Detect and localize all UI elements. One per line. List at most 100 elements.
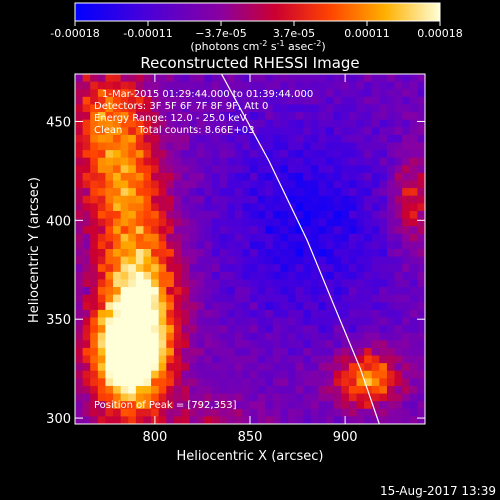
heatmap-cell <box>173 165 182 174</box>
heatmap-cell <box>143 81 152 90</box>
heatmap-cell <box>295 150 304 159</box>
heatmap-cell <box>250 203 259 212</box>
heatmap-cell <box>105 127 114 136</box>
heatmap-cell <box>173 340 182 349</box>
heatmap-cell <box>303 180 312 189</box>
heatmap-cell <box>379 104 388 113</box>
heatmap-cell <box>227 89 236 98</box>
heatmap-cell <box>242 264 251 273</box>
heatmap-cell <box>75 401 84 410</box>
heatmap-cell <box>75 96 84 105</box>
heatmap-cell <box>158 218 167 227</box>
heatmap-cell <box>386 74 395 83</box>
heatmap-cell <box>386 165 395 174</box>
heatmap-cell <box>272 218 281 227</box>
heatmap-cell <box>113 89 122 98</box>
heatmap-cell <box>280 378 289 387</box>
heatmap-cell <box>143 119 152 128</box>
heatmap-cell <box>227 119 236 128</box>
heatmap-cell <box>97 142 106 151</box>
heatmap-cell <box>75 150 84 159</box>
heatmap-cell <box>97 325 106 334</box>
heatmap-cell <box>173 256 182 265</box>
heatmap-cell <box>272 401 281 410</box>
heatmap-cell <box>135 180 144 189</box>
heatmap-cell <box>143 89 152 98</box>
heatmap-cell <box>326 385 335 394</box>
heatmap-cell <box>173 370 182 379</box>
heatmap-cell <box>333 142 342 151</box>
heatmap-cell <box>113 309 122 318</box>
heatmap-cell <box>242 172 251 181</box>
heatmap-cell <box>90 287 99 296</box>
heatmap-cell <box>250 241 259 250</box>
heatmap-cell <box>128 340 137 349</box>
heatmap-cell <box>318 256 327 265</box>
heatmap-cell <box>219 332 228 341</box>
heatmap-cell <box>333 104 342 113</box>
heatmap-cell <box>303 150 312 159</box>
heatmap-cell <box>326 112 335 121</box>
heatmap-cell <box>386 142 395 151</box>
heatmap-cell <box>409 188 418 197</box>
heatmap-cell <box>356 256 365 265</box>
heatmap-cell <box>128 74 137 83</box>
heatmap-cell <box>128 370 137 379</box>
heatmap-cell <box>173 317 182 326</box>
heatmap-cell <box>394 150 403 159</box>
heatmap-cell <box>181 271 190 280</box>
heatmap-cell <box>250 210 259 219</box>
heatmap-cell <box>257 172 266 181</box>
heatmap-cell <box>82 180 91 189</box>
heatmap-cell <box>97 332 106 341</box>
heatmap-cell <box>265 378 274 387</box>
heatmap-cell <box>364 172 373 181</box>
heatmap-cell <box>272 332 281 341</box>
heatmap-cell <box>310 271 319 280</box>
heatmap-cell <box>348 271 357 280</box>
heatmap-cell <box>341 264 350 273</box>
heatmap-cell <box>90 89 99 98</box>
heatmap-cell <box>113 264 122 273</box>
heatmap-cell <box>409 416 418 424</box>
heatmap-cell <box>181 393 190 402</box>
heatmap-cell <box>386 302 395 311</box>
heatmap-cell <box>310 112 319 121</box>
heatmap-cell <box>364 89 373 98</box>
heatmap-cell <box>250 218 259 227</box>
heatmap-cell <box>257 287 266 296</box>
heatmap-cell <box>250 195 259 204</box>
heatmap-cell <box>417 416 425 424</box>
heatmap-cell <box>341 233 350 242</box>
heatmap-cell <box>409 325 418 334</box>
heatmap-cell <box>295 325 304 334</box>
heatmap-cell <box>234 401 243 410</box>
heatmap-cell <box>234 256 243 265</box>
heatmap-cell <box>189 287 198 296</box>
heatmap-cell <box>120 294 129 303</box>
heatmap-cell <box>173 112 182 121</box>
heatmap-cell <box>227 210 236 219</box>
heatmap-cell <box>371 347 380 356</box>
heatmap-cell <box>364 233 373 242</box>
heatmap-cell <box>417 89 425 98</box>
heatmap-cell <box>135 74 144 83</box>
heatmap-cell <box>113 325 122 334</box>
heatmap-cell <box>333 165 342 174</box>
heatmap-cell <box>75 241 84 250</box>
heatmap-cell <box>272 309 281 318</box>
heatmap-cell <box>227 165 236 174</box>
heatmap-cell <box>97 256 106 265</box>
heatmap-cell <box>250 264 259 273</box>
heatmap-cell <box>211 127 220 136</box>
heatmap-cell <box>196 355 205 364</box>
heatmap-cell <box>120 249 129 258</box>
heatmap-cell <box>394 294 403 303</box>
heatmap-cell <box>295 119 304 128</box>
heatmap-cell <box>75 332 84 341</box>
heatmap-cell <box>105 370 114 379</box>
heatmap-cell <box>310 89 319 98</box>
heatmap-cell <box>348 370 357 379</box>
heatmap-cell <box>227 256 236 265</box>
heatmap-cell <box>113 302 122 311</box>
